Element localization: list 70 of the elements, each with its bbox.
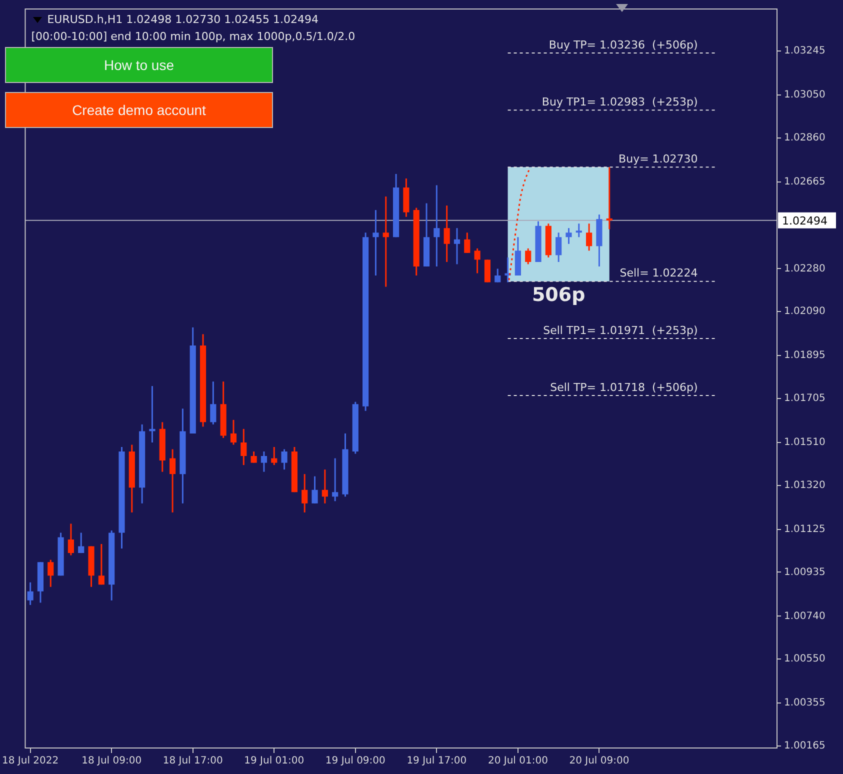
annotation: 506p (532, 284, 586, 306)
y-tick-label: 1.00355 (784, 698, 826, 709)
y-tick-label: 1.01895 (784, 350, 826, 362)
x-tick-label: 19 Jul 17:00 (406, 756, 467, 767)
x-tick-label: 18 Jul 2022 (2, 756, 59, 767)
candlestick (98, 543, 104, 586)
candlestick (434, 184, 440, 268)
candlestick (606, 166, 612, 230)
candlestick (464, 232, 470, 254)
y-tick-label: 1.00935 (784, 566, 826, 578)
candlestick (210, 380, 216, 426)
text: [00:00-10:00] end 10:00 min 100p, max 1000p,0.5/1.0/2.0 (31, 30, 356, 43)
candlestick (27, 582, 34, 606)
ref-line-label: Buy TP= 1.03236 (+506p) (548, 38, 698, 52)
candlestick (312, 476, 318, 504)
candlestick (271, 446, 278, 466)
ref-line-label: Buy TP1= 1.02983 (+253p) (542, 95, 698, 108)
candlestick (240, 428, 247, 466)
candlestick (586, 222, 592, 252)
candlestick (302, 473, 308, 514)
y-tick-label: 1.03245 (784, 46, 826, 57)
x-tick-label: 18 Jul 17:00 (162, 756, 223, 767)
y-tick-label: 1.01705 (784, 393, 826, 404)
chart-title: EURUSD.h,H1 1.02498 1.02730 1.02455 1.02494 (47, 13, 319, 26)
ref-line-label: Sell TP1= 1.01971 (+253p) (543, 324, 698, 337)
candlestick (250, 450, 257, 464)
candlestick (525, 248, 532, 265)
y-tick-label: 1.03050 (784, 90, 826, 101)
candlestick (576, 222, 582, 238)
y-tick-label: 1.00550 (784, 654, 826, 665)
x-tick-label: 20 Jul 01:00 (488, 756, 548, 767)
y-tick-label: 1.02280 (784, 263, 826, 274)
y-tick-label: 1.00165 (784, 740, 826, 752)
candlestick (78, 532, 84, 554)
y-tick-label: 1.02860 (784, 132, 826, 144)
candlestick (169, 448, 176, 514)
candlestick (149, 385, 156, 444)
x-tick-label: 19 Jul 09:00 (325, 756, 386, 767)
button: Create demo account (5, 92, 273, 128)
candlestick (281, 448, 288, 470)
candlestick (372, 209, 379, 276)
candlestick (454, 227, 460, 265)
y-tick-label: 1.01125 (784, 524, 826, 535)
candlestick (68, 522, 74, 556)
candlestick (382, 196, 389, 288)
candlestick (566, 227, 572, 245)
y-tick-label: 1.01510 (784, 437, 826, 448)
button: How to use (5, 47, 273, 83)
y-tick-label: 1.01320 (784, 480, 826, 491)
candlestick (494, 268, 501, 284)
ref-line-label: Buy= 1.02730 (618, 152, 698, 166)
x-tick-label: 18 Jul 09:00 (82, 756, 142, 767)
candlestick (322, 468, 328, 504)
y-tick-label: 1.02090 (784, 306, 826, 318)
candlestick (484, 258, 491, 284)
x-tick-label: 20 Jul 09:00 (569, 756, 630, 767)
x-tick-label: 19 Jul 01:00 (244, 756, 304, 767)
y-tick-label: 1.00740 (784, 610, 826, 622)
candlestick (260, 450, 268, 473)
candlestick (474, 248, 480, 274)
ref-line-label: Sell TP= 1.01718 (+506p) (550, 380, 698, 394)
ref-line-label: Sell= 1.02224 (620, 266, 698, 280)
candlestick (444, 204, 450, 263)
candlestick (230, 419, 237, 446)
y-tick-label: 1.02665 (784, 176, 826, 188)
candlestick (48, 559, 54, 588)
ref-line-label: 1.02494 (782, 214, 828, 228)
candlestick (332, 458, 338, 502)
candlestick (504, 256, 511, 284)
candlestick (556, 232, 562, 263)
